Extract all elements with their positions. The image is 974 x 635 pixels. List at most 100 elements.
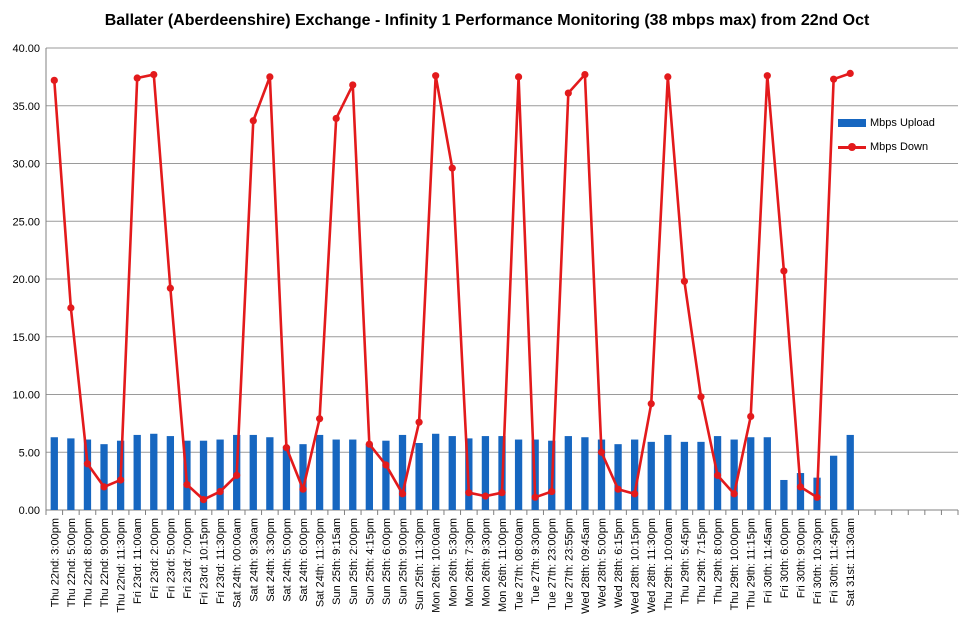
down-point: [498, 489, 506, 497]
legend-label-down: Mbps Down: [870, 141, 929, 153]
down-point: [382, 461, 390, 469]
down-point: [233, 471, 241, 479]
x-tick-label: Fri 30th: 9:00pm: [795, 518, 807, 598]
down-point: [117, 476, 125, 484]
x-tick-label: Fri 30th: 11:45am: [762, 518, 774, 603]
down-point: [481, 492, 490, 500]
x-tick-label: Thu 22nd: 9:00pm: [99, 518, 111, 607]
down-point: [183, 480, 191, 489]
upload-bar: [382, 440, 390, 510]
down-point: [299, 485, 307, 493]
y-tick-label: 0.00: [19, 505, 40, 517]
y-tick-label: 30.00: [12, 159, 40, 171]
down-point: [365, 440, 373, 448]
down-point: [282, 444, 291, 452]
down-point: [747, 412, 755, 421]
x-tick-label: Wed 28th: 11:30pm: [646, 518, 658, 613]
down-point: [763, 72, 771, 80]
x-tick-label: Tue 27th: 23:00pm: [547, 518, 559, 610]
upload-bar: [514, 439, 523, 510]
upload-bar: [349, 439, 357, 510]
x-tick-label: Fri 23rd: 2:00pm: [149, 518, 161, 599]
down-point: [150, 70, 158, 79]
x-tick-label: Fri 23rd: 10:15pm: [199, 518, 211, 605]
x-tick-label: Mon 26th: 10:00am: [431, 518, 443, 613]
down-point: [680, 277, 689, 285]
x-tick-label: Tue 27th: 23:55pm: [563, 518, 575, 610]
down-point: [133, 74, 141, 82]
upload-bar: [697, 441, 705, 510]
upload-bar: [614, 444, 622, 510]
down-point: [398, 490, 407, 498]
x-tick-label: Sun 25th: 9:15am: [331, 518, 343, 605]
upload-bar: [332, 439, 340, 510]
upload-bar-swatch: [838, 117, 866, 129]
down-point: [349, 81, 357, 89]
upload-bar: [581, 437, 589, 510]
x-tick-label: Thu 29th: 8:00pm: [713, 518, 725, 604]
down-point: [813, 493, 821, 501]
down-point: [249, 117, 257, 125]
x-tick-label: Thu 29th: 10:00pm: [729, 518, 741, 610]
upload-bar: [829, 455, 838, 510]
x-tick-label: Mon 26th: 7:30pm: [464, 518, 476, 607]
down-point: [846, 69, 854, 78]
down-point: [647, 400, 655, 408]
down-point: [199, 496, 208, 504]
upload-bar: [631, 439, 639, 510]
legend-item-down: Mbps Down: [838, 135, 935, 159]
down-point: [830, 75, 838, 83]
x-tick-label: Sat 24th: 6:00pm: [298, 518, 310, 602]
upload-bar: [481, 436, 490, 510]
x-tick-label: Sun 25th: 11:30pm: [414, 518, 426, 610]
legend: Mbps Upload Mbps Down: [838, 111, 935, 159]
down-point: [332, 114, 340, 123]
x-tick-label: Thu 22nd: 11:30pm: [116, 518, 128, 613]
upload-bar: [763, 437, 771, 510]
upload-bar: [398, 434, 407, 510]
x-tick-label: Fri 23rd: 11:00am: [132, 518, 144, 604]
y-tick-label: 40.00: [12, 43, 40, 55]
y-tick-label: 15.00: [12, 332, 40, 344]
x-tick-label: Thu 22nd: 3:00pm: [49, 518, 61, 607]
down-point: [614, 485, 622, 493]
upload-bar: [67, 438, 75, 510]
upload-bar: [249, 434, 257, 510]
upload-bar: [597, 439, 606, 510]
upload-bar: [50, 437, 58, 510]
down-point: [166, 284, 174, 292]
x-tick-label: Tue 27th: 9:30pm: [530, 518, 542, 604]
upload-bar: [133, 434, 141, 510]
upload-bar: [747, 437, 755, 510]
upload-bar: [680, 441, 689, 510]
down-point: [266, 73, 274, 81]
upload-bar: [365, 444, 373, 510]
down-point: [465, 489, 473, 497]
x-tick-label: Sat 24th: 3:30pm: [265, 518, 277, 602]
down-point: [548, 487, 556, 496]
down-point: [780, 267, 788, 275]
legend-item-upload: Mbps Upload: [838, 111, 935, 135]
upload-bar: [216, 439, 224, 510]
down-point: [664, 73, 672, 81]
down-line-swatch: [838, 141, 866, 153]
x-tick-label: Wed 28th: 5:00pm: [596, 518, 608, 608]
down-point: [730, 490, 738, 498]
down-point: [514, 73, 523, 81]
upload-bar: [846, 434, 854, 510]
upload-bar: [432, 433, 440, 510]
upload-bar: [664, 434, 672, 510]
down-point: [415, 418, 423, 426]
x-tick-label: Fri 23rd: 7:00pm: [182, 518, 194, 599]
down-point: [67, 304, 75, 312]
down-series-line: [52, 72, 851, 501]
x-tick-label: Wed 28th: 10:15pm: [630, 518, 642, 614]
upload-bar: [315, 434, 324, 510]
down-point: [50, 76, 58, 84]
x-tick-label: Sat 24th: 00:00am: [232, 518, 244, 608]
upload-bar: [796, 473, 805, 510]
down-point: [531, 493, 539, 501]
x-tick-label: Thu 29th: 10:00am: [663, 518, 675, 610]
x-tick-label: Thu 29th: 5:45pm: [679, 518, 691, 604]
upload-bar: [780, 479, 788, 510]
